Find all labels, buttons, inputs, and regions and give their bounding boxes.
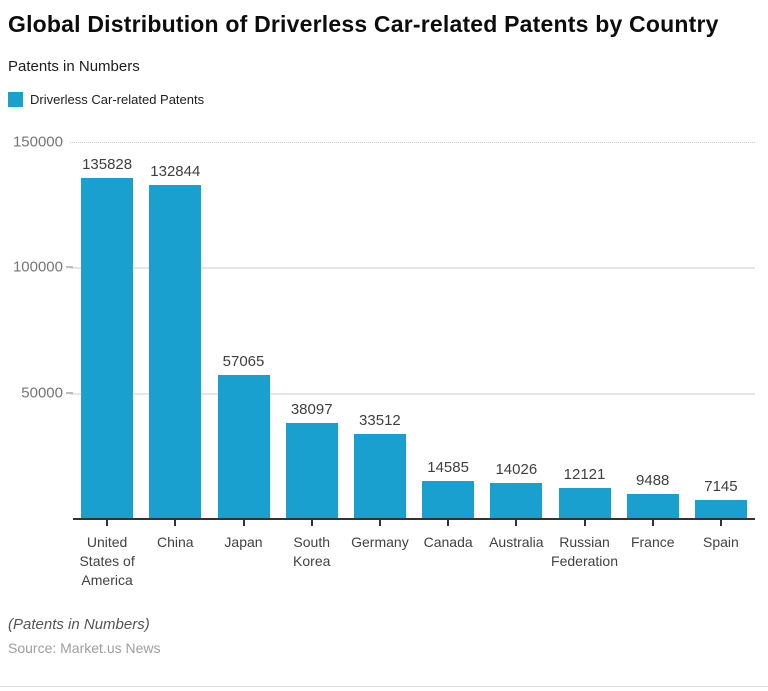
bottom-divider — [0, 686, 768, 687]
x-axis-slot: United States of America — [73, 520, 141, 590]
x-axis-slot: China — [141, 520, 209, 590]
bar-united-states-of-america: 135828 — [81, 156, 134, 518]
chart-subtitle: Patents in Numbers — [8, 58, 140, 75]
y-axis-tick-label: 50000 — [21, 384, 63, 402]
x-axis-category-label: France — [630, 534, 675, 550]
gridline-50000 — [70, 392, 755, 395]
bar-spain: 7145 — [694, 478, 747, 518]
bar-value-label: 14585 — [427, 459, 469, 477]
x-axis-slot: Canada — [414, 520, 482, 590]
bar-slot: 132844 — [141, 142, 209, 518]
y-axis-tick-label: 150000 — [12, 133, 63, 151]
x-axis-category-label: Germany — [351, 534, 409, 550]
page-title: Global Distribution of Driverless Car-re… — [8, 11, 719, 37]
y-axis-tick-mark — [66, 391, 73, 394]
bar-canada: 14585 — [422, 459, 475, 518]
x-axis-category-label: United States of America — [79, 534, 135, 588]
bar-slot: 135828 — [73, 142, 141, 518]
x-axis-labels: United States of America China Japan South … — [73, 520, 755, 590]
x-axis-slot: South Korea — [278, 520, 346, 590]
x-axis-tick-mark — [106, 520, 109, 526]
x-axis-tick-mark — [378, 520, 381, 526]
y-axis-tick-mark — [66, 266, 73, 269]
x-axis-tick-mark — [651, 520, 654, 526]
bar-value-label: 135828 — [82, 155, 133, 173]
bar-slot: 14585 — [414, 142, 482, 518]
bar-value-label: 33512 — [359, 412, 401, 429]
axis-note: (Patents in Numbers) — [8, 616, 150, 633]
x-axis-tick-mark — [719, 520, 722, 526]
bar-slot: 9488 — [619, 142, 687, 518]
chart-legend: Driverless Car-related Patents — [8, 92, 760, 107]
x-axis-category-label: Canada — [423, 534, 473, 550]
x-axis-slot: France — [619, 520, 687, 590]
x-axis-category-label: Spain — [703, 534, 739, 550]
x-axis-category-label: China — [157, 534, 194, 550]
x-axis-tick-mark — [515, 520, 518, 526]
source-credit: Source: Market.us News — [8, 640, 161, 656]
bar-russian-federation: 12121 — [558, 466, 611, 518]
bar-slot: 38097 — [278, 142, 346, 518]
bar-value-label: 14026 — [495, 460, 538, 478]
x-axis-tick-mark — [447, 520, 450, 526]
bar-france: 9488 — [626, 472, 679, 518]
legend-swatch-icon — [8, 92, 23, 107]
plot-area: 135828 132844 57065 38097 33512 14585 14026 121… — [70, 142, 755, 520]
x-axis-category-label: Japan — [224, 534, 263, 550]
bar-slot: 57065 — [209, 142, 277, 518]
x-axis-tick-mark — [310, 520, 313, 526]
bar-china: 132844 — [149, 163, 202, 518]
bar-value-label: 38097 — [290, 400, 333, 418]
x-axis-category-label: Russian Federation — [551, 534, 618, 569]
bar-japan: 57065 — [217, 353, 270, 518]
bar-value-label: 57065 — [222, 352, 265, 370]
bar-germany: 33512 — [353, 412, 406, 518]
x-axis-tick-mark — [242, 520, 245, 526]
gridline-150000 — [70, 142, 755, 143]
x-axis-category-label: South Korea — [293, 534, 331, 569]
x-axis-slot: Australia — [482, 520, 550, 590]
bar-slot: 14026 — [482, 142, 550, 518]
x-axis-tick-mark — [583, 520, 586, 526]
gridline-100000 — [70, 267, 755, 270]
y-axis-tick-label: 100000 — [12, 258, 63, 276]
bar-chart: 135828 132844 57065 38097 33512 14585 14026 121… — [8, 134, 760, 590]
bar-south-korea: 38097 — [285, 401, 338, 518]
x-axis-tick-mark — [174, 520, 177, 526]
x-axis-slot: Spain — [687, 520, 755, 590]
bar-slot: 12121 — [550, 142, 618, 518]
x-axis-slot: Japan — [209, 520, 277, 590]
legend-label: Driverless Car-related Patents — [30, 92, 205, 107]
bar-value-label: 7145 — [704, 478, 738, 496]
x-axis-category-label: Australia — [489, 534, 544, 550]
bar-value-label: 132844 — [150, 163, 201, 181]
x-axis-slot: Russian Federation — [550, 520, 618, 590]
bar-value-label: 9488 — [636, 472, 670, 490]
bar-australia: 14026 — [490, 461, 543, 518]
x-axis-slot: Germany — [346, 520, 414, 590]
bar-slot: 33512 — [346, 142, 414, 518]
plot-region: 135828 132844 57065 38097 33512 14585 14026 121… — [8, 134, 760, 520]
bar-slot: 7145 — [687, 142, 755, 518]
bar-value-label: 12121 — [563, 465, 606, 483]
